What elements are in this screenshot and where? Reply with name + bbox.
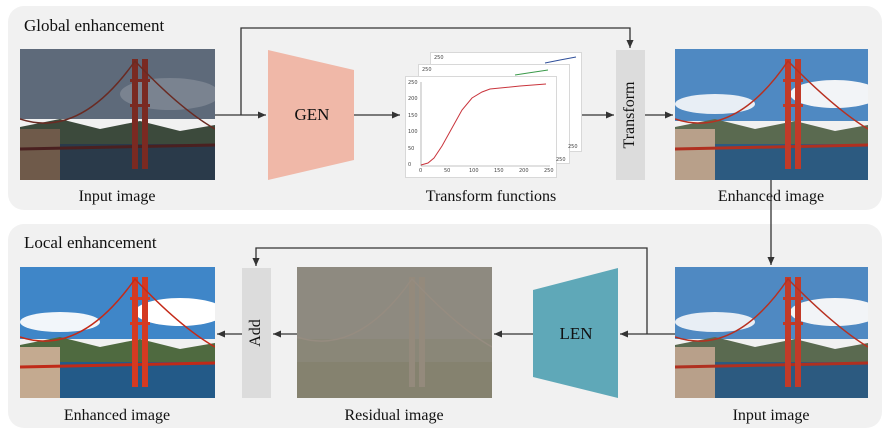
len-label: LEN (559, 324, 593, 343)
transform-functions-caption: Transform functions (425, 188, 557, 205)
front-plot-xtick: 150 (494, 168, 504, 174)
front-plot-ytick: 150 (408, 112, 418, 119)
len-network-shape (533, 268, 618, 398)
front-plot-ytick: 250 (408, 80, 418, 86)
global-enhanced-image (675, 49, 868, 180)
global-panel-title: Global enhancement (24, 16, 165, 35)
local-panel-title: Local enhancement (24, 233, 157, 252)
front-plot-xtick: 50 (444, 168, 451, 174)
local-enhanced-caption: Enhanced image (63, 407, 171, 424)
global-input-image (20, 49, 215, 180)
front-plot-ytick: 0 (408, 162, 412, 168)
add-box (242, 268, 271, 398)
front-plot-xtick: 0 (419, 168, 423, 174)
middle-plot-xtick: 250 (556, 157, 566, 163)
front-plot-xtick: 200 (519, 168, 529, 174)
gen-network-shape (268, 50, 354, 180)
local-enhanced-image (20, 267, 215, 398)
input-skip-to-transform-arrow (240, 27, 634, 115)
residual-image (297, 267, 492, 398)
transform-box (616, 50, 645, 180)
back-plot-xtick: 250 (568, 144, 578, 150)
back-plot-ytick: 250 (434, 55, 444, 61)
red-transform-curve (420, 83, 547, 166)
middle-plot-ytick: 250 (422, 67, 432, 73)
front-plot-xtick: 250 (544, 168, 554, 174)
green-transform-curve (514, 69, 549, 76)
input-skip-to-add-arrow (252, 247, 648, 334)
front-plot-xtick: 100 (469, 168, 479, 174)
blue-transform-curve (544, 56, 577, 64)
front-plot-ytick: 50 (408, 145, 415, 152)
global-input-caption: Input image (78, 188, 156, 205)
residual-image-caption: Residual image (344, 407, 444, 424)
gen-label: GEN (294, 105, 330, 124)
local-input-image (675, 267, 868, 398)
front-plot-ytick: 100 (408, 129, 418, 136)
front-plot-ytick: 200 (408, 96, 418, 103)
local-input-caption: Input image (732, 407, 810, 424)
